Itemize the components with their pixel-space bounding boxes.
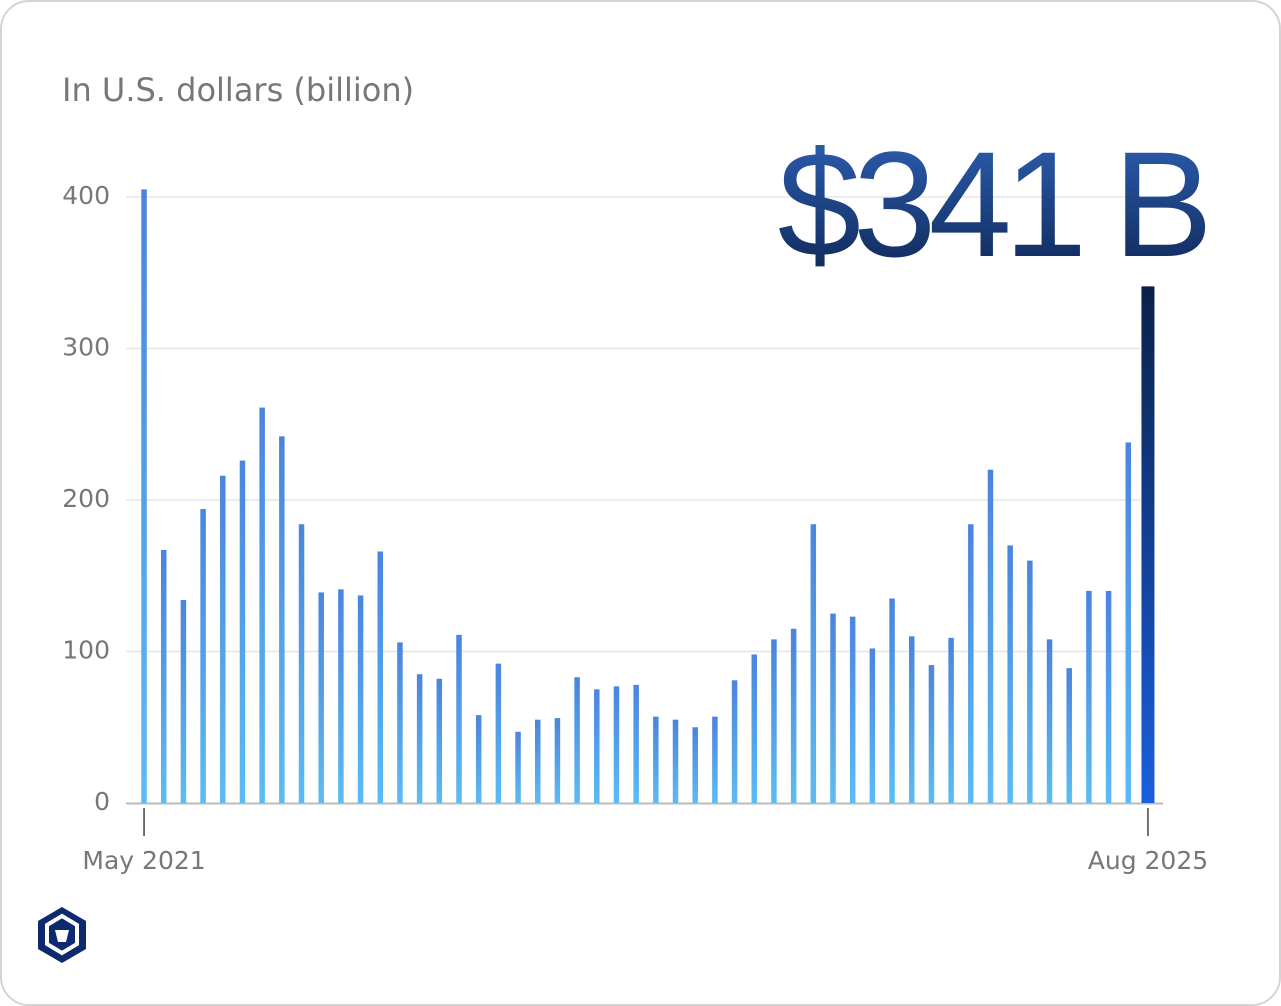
bar (338, 589, 344, 803)
bar (220, 475, 226, 803)
bar (830, 613, 836, 803)
bar (1007, 545, 1013, 803)
bar (633, 684, 639, 803)
bar (1027, 560, 1033, 803)
bar (180, 599, 187, 803)
bar (377, 551, 384, 803)
y-tick-label: 200 (62, 484, 110, 513)
bar (987, 469, 994, 803)
bar (318, 592, 324, 803)
bar (928, 665, 935, 803)
bar (456, 634, 462, 803)
bar (1066, 668, 1072, 803)
bar (200, 509, 206, 803)
bar (968, 524, 974, 803)
bar (869, 648, 876, 803)
chart-title: In U.S. dollars (billion) (62, 71, 414, 109)
y-tick-label: 400 (62, 181, 110, 210)
bar (613, 686, 620, 803)
highlight-bar (1141, 286, 1155, 803)
bar (1086, 590, 1092, 803)
bar (1046, 639, 1053, 803)
bar (239, 460, 246, 803)
bar (889, 598, 895, 803)
bar (259, 407, 265, 803)
bar (574, 677, 580, 803)
bar (771, 639, 777, 803)
y-tick-label: 100 (62, 635, 110, 664)
bar (554, 718, 561, 803)
y-tick-label: 0 (94, 787, 110, 816)
bar (672, 719, 679, 803)
bar (731, 680, 738, 803)
bar (279, 436, 285, 803)
bar (141, 189, 147, 803)
x-tick-label: May 2021 (82, 846, 205, 875)
bar (436, 678, 443, 803)
value-label: $341 B (778, 120, 1206, 288)
bar (849, 616, 856, 803)
bar (653, 716, 659, 803)
bar (948, 637, 954, 803)
bar (534, 719, 541, 803)
bar (1125, 442, 1132, 803)
bar (594, 689, 600, 803)
bar (1105, 590, 1112, 803)
bar (515, 731, 521, 803)
bar (810, 524, 817, 803)
x-tick-label: Aug 2025 (1088, 846, 1208, 875)
bar (790, 628, 797, 803)
bar (692, 727, 698, 803)
bar (298, 524, 305, 803)
bar (357, 595, 364, 803)
bar (712, 716, 718, 803)
bar (416, 674, 423, 803)
bar (908, 636, 915, 803)
bar (495, 663, 502, 803)
bar (475, 715, 482, 803)
bar (397, 642, 403, 803)
y-tick-label: 300 (62, 332, 110, 361)
bar (751, 654, 758, 803)
bar (160, 549, 167, 803)
logo (38, 907, 86, 963)
